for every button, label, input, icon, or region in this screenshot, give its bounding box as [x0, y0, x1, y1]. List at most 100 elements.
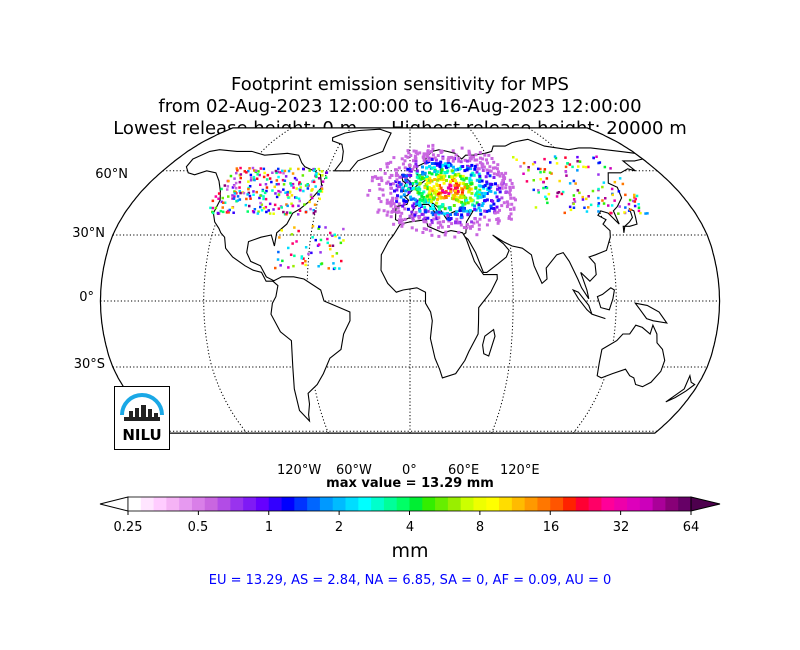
plume-cell [413, 165, 416, 169]
plume-cell [253, 208, 257, 211]
plume-cell [433, 170, 437, 174]
colorbar-segment [601, 497, 615, 511]
plume-cell [512, 207, 516, 211]
plume-cell [252, 211, 256, 214]
lat-label-30n: 30°N [72, 226, 105, 241]
plume-cell [297, 167, 300, 171]
plume-cell [315, 172, 318, 175]
plume-cell [225, 211, 229, 214]
plume-cell [483, 215, 487, 219]
plume-cell [381, 193, 385, 197]
plume-cell [604, 197, 607, 200]
plume-cell [329, 247, 332, 251]
plume-cell [266, 173, 270, 177]
plume-cell [463, 196, 467, 200]
plume-cell [502, 201, 506, 205]
plume-cell [436, 184, 440, 187]
plume-cell [281, 169, 284, 173]
colorbar-segment [204, 497, 218, 511]
plume-cell [467, 149, 471, 153]
plume-cell [272, 208, 275, 211]
plume-cell [411, 204, 415, 208]
plume-cell [461, 188, 465, 192]
plume-cell [386, 210, 390, 214]
plume-cell [572, 198, 576, 201]
plume-cell [382, 209, 386, 213]
plume-cell [380, 179, 384, 183]
plume-cell [404, 178, 408, 182]
plume-cell [438, 205, 442, 209]
plume-cell [311, 196, 314, 200]
plume-cell [404, 189, 408, 193]
plume-cell [435, 201, 439, 205]
plume-cell [256, 173, 259, 176]
plume-cell [248, 167, 251, 170]
plume-cell [578, 191, 581, 195]
plume-cell [415, 171, 419, 175]
plume-cell [465, 209, 469, 213]
plume-cell [500, 172, 504, 176]
plume-cell [587, 206, 590, 209]
plume-cell [406, 167, 410, 171]
plume-cell [422, 176, 426, 180]
colorbar-segment [281, 497, 295, 511]
plume-cell [394, 174, 398, 178]
plume-cell [253, 169, 256, 172]
plume-cell [572, 194, 576, 197]
plume-cell [429, 207, 433, 211]
plume-cell [627, 202, 631, 206]
plume-cell [261, 189, 264, 193]
plume-cell [291, 172, 295, 175]
plume-cell [557, 191, 561, 194]
plume-cell [637, 209, 641, 213]
plume-cell [379, 176, 383, 180]
plume-cell [246, 210, 249, 213]
plume-cell [617, 212, 620, 215]
plume-cell [419, 199, 423, 203]
plume-cell [385, 201, 389, 205]
plume-cell [439, 186, 443, 190]
plume-cell [245, 197, 248, 201]
colorbar-segment [575, 497, 590, 511]
plume-cell [262, 195, 265, 198]
plume-cell [256, 212, 260, 215]
plume-cell [381, 188, 385, 192]
plume-cell [318, 197, 321, 201]
plume-cell [451, 159, 455, 163]
plume-cell [395, 171, 398, 175]
plume-cell [412, 197, 416, 201]
plume-cell [478, 161, 482, 165]
plume-cell [449, 190, 453, 194]
plume-cell [415, 202, 418, 206]
plume-cell [496, 163, 500, 167]
plume-cell [271, 189, 274, 192]
plume-cell [443, 171, 447, 174]
plume-cell [304, 184, 308, 187]
colorbar-unit: mm [391, 540, 429, 562]
plume-cell [307, 252, 310, 256]
plume-cell [481, 163, 485, 167]
plume-cell [318, 225, 321, 228]
plume-cell [425, 194, 429, 198]
plume-cell [479, 212, 483, 216]
plume-cell [543, 168, 547, 171]
plume-cell [550, 172, 553, 175]
plume-cell [286, 193, 289, 196]
plume-cell [309, 195, 313, 198]
plume-cell [227, 211, 230, 214]
plume-cell [422, 152, 426, 156]
plume-cell [554, 156, 558, 160]
plume-cell [277, 175, 280, 179]
plume-cell [377, 183, 381, 186]
plume-cell [597, 161, 600, 165]
plume-cell [456, 189, 460, 193]
colorbar-under-arrow [99, 496, 129, 512]
plume-cell [633, 200, 637, 203]
plume-cell [487, 169, 491, 173]
plume-cell [235, 167, 239, 170]
nilu-logo-text: NILU [122, 426, 162, 444]
plume-cell [447, 217, 450, 221]
plume-cell [576, 169, 579, 172]
plume-cell [432, 217, 436, 221]
